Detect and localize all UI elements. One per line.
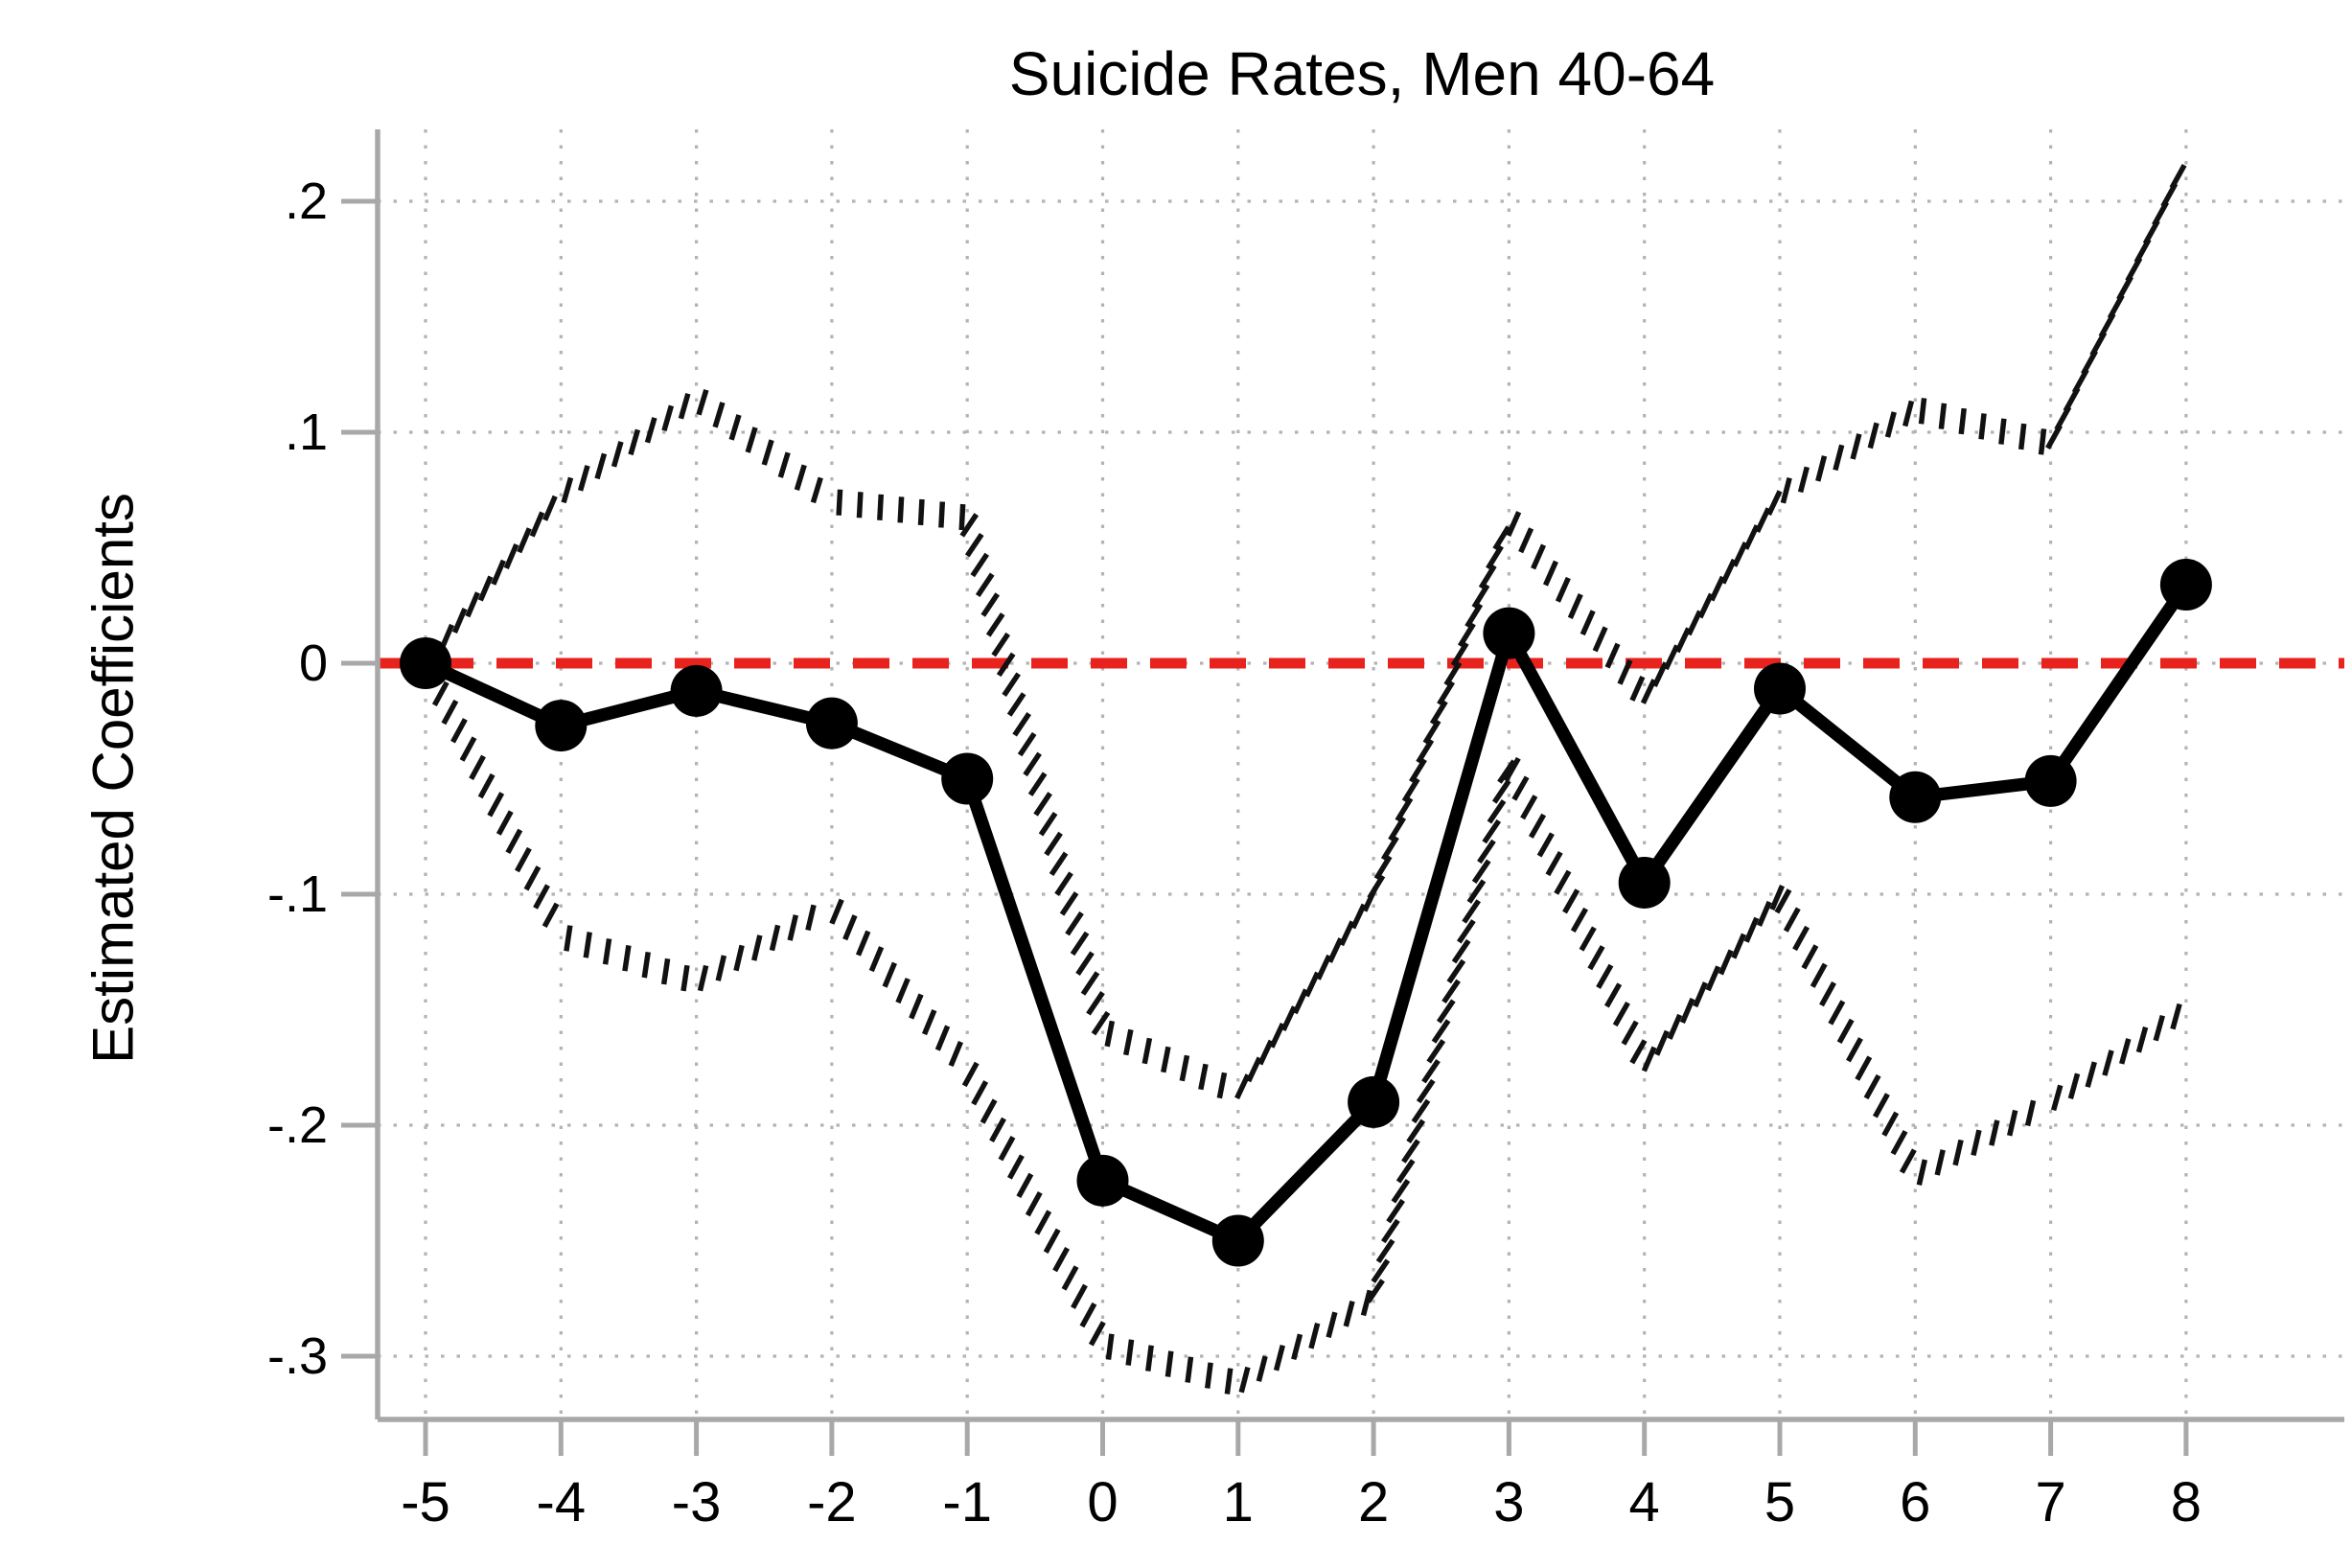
x-tick-label: 2 — [1357, 1471, 1390, 1533]
data-point-marker — [1483, 607, 1535, 659]
x-tick-label: -3 — [671, 1471, 722, 1533]
y-tick-label: 0 — [298, 634, 328, 692]
data-point-marker — [670, 664, 723, 717]
x-tick-label: 3 — [1493, 1471, 1525, 1533]
y-tick-label: .2 — [284, 173, 328, 230]
axes — [341, 129, 2344, 1456]
data-point-marker — [805, 697, 858, 749]
y-tick-label: .1 — [284, 404, 328, 461]
data-point-marker — [2159, 559, 2212, 611]
data-point-marker — [1889, 771, 1942, 823]
x-tick-label: 1 — [1222, 1471, 1254, 1533]
x-tick-label: -4 — [536, 1471, 587, 1533]
x-tick-label: -1 — [942, 1471, 992, 1533]
x-tick-label: 8 — [2170, 1471, 2202, 1533]
x-tick-label: 4 — [1628, 1471, 1660, 1533]
data-point-marker — [535, 700, 588, 752]
chart-title: Suicide Rates, Men 40-64 — [1008, 39, 1716, 108]
x-tick-label: -5 — [401, 1471, 450, 1533]
data-point-marker — [941, 752, 994, 805]
x-tick-label: -2 — [807, 1471, 857, 1533]
data-point-marker — [1076, 1154, 1129, 1207]
x-tick-label: 7 — [2035, 1471, 2066, 1533]
x-tick-label: 6 — [1900, 1471, 1931, 1533]
data-point-marker — [1211, 1214, 1264, 1267]
x-tick-label: 0 — [1087, 1471, 1118, 1533]
data-point-marker — [2024, 754, 2077, 807]
data-point-marker — [1348, 1075, 1400, 1128]
data-point-marker — [1618, 856, 1671, 909]
confidence-interval-bounds — [423, 163, 2187, 1395]
data-point-marker — [1754, 662, 1806, 715]
x-tick-label: 5 — [1764, 1471, 1796, 1533]
y-tick-label: -.3 — [266, 1327, 328, 1385]
y-tick-label: -.1 — [266, 865, 328, 923]
y-tick-label: -.2 — [266, 1096, 328, 1154]
coefficient-markers — [400, 559, 2212, 1267]
data-point-marker — [400, 637, 451, 689]
